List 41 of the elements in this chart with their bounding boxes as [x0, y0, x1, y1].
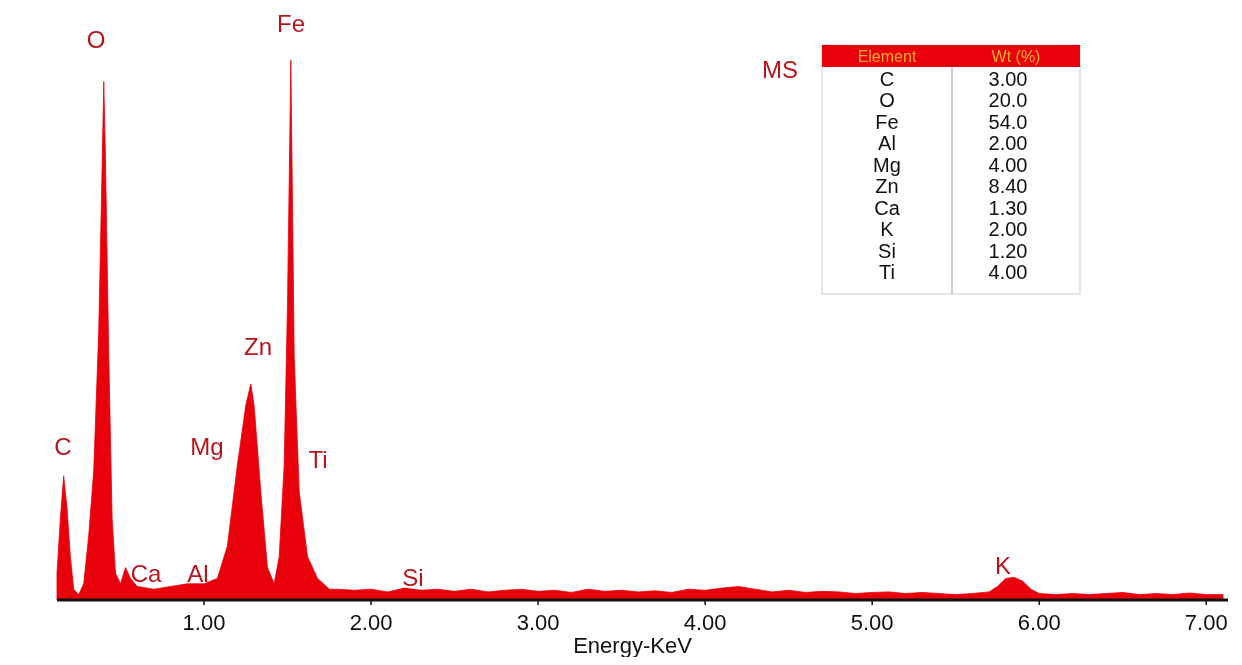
category-label: Mg	[873, 153, 901, 176]
x-tick-label: 5.00	[850, 610, 894, 635]
x-axis-title: Energy-KeV	[573, 633, 693, 658]
data-label: 4.00	[988, 153, 1028, 176]
category-label: K	[880, 218, 895, 240]
annotation: Mg	[190, 433, 224, 460]
x-tick-label: 1.00	[182, 610, 226, 635]
text: O	[86, 26, 106, 53]
category-label: Al	[878, 132, 896, 154]
category-label: Zn	[875, 175, 899, 197]
annotation: Si	[402, 564, 424, 591]
x-tick-label: 7.00	[1184, 610, 1228, 635]
x-tick-label: 2.00	[349, 610, 393, 635]
data-label: 54.0	[988, 110, 1028, 133]
data-label: 4.00	[988, 261, 1028, 283]
text: Fe	[276, 10, 306, 37]
category-label: O	[879, 89, 895, 111]
annotation: K	[994, 552, 1012, 579]
data-label: 2.00	[988, 132, 1028, 154]
annotation: C	[54, 433, 72, 460]
annotation: Ti	[308, 446, 328, 473]
annotation: Ca	[130, 560, 162, 587]
data-label: 1.20	[988, 239, 1028, 262]
data-label: 3.00	[988, 67, 1028, 90]
category-label: Si	[878, 239, 896, 262]
x-tick-label: 4.00	[683, 610, 727, 635]
data-label: 1.30	[988, 196, 1028, 219]
annotation: Al	[187, 560, 209, 587]
data-label: 20.0	[988, 89, 1028, 111]
data-label: 8.40	[988, 175, 1028, 197]
x-tick-label: 6.00	[1017, 610, 1061, 635]
annotation: MS	[762, 56, 798, 83]
x-tick-label: 3.00	[516, 610, 560, 635]
data-label: 2.00	[988, 218, 1028, 240]
annotation: Zn	[243, 333, 273, 360]
category-label: Ca	[874, 196, 901, 219]
annotation: Wt (%)	[991, 48, 1041, 65]
category-label: C	[879, 67, 895, 90]
annotation: Element	[857, 48, 917, 65]
category-label: Fe	[875, 110, 899, 133]
category-label: Ti	[879, 261, 895, 283]
